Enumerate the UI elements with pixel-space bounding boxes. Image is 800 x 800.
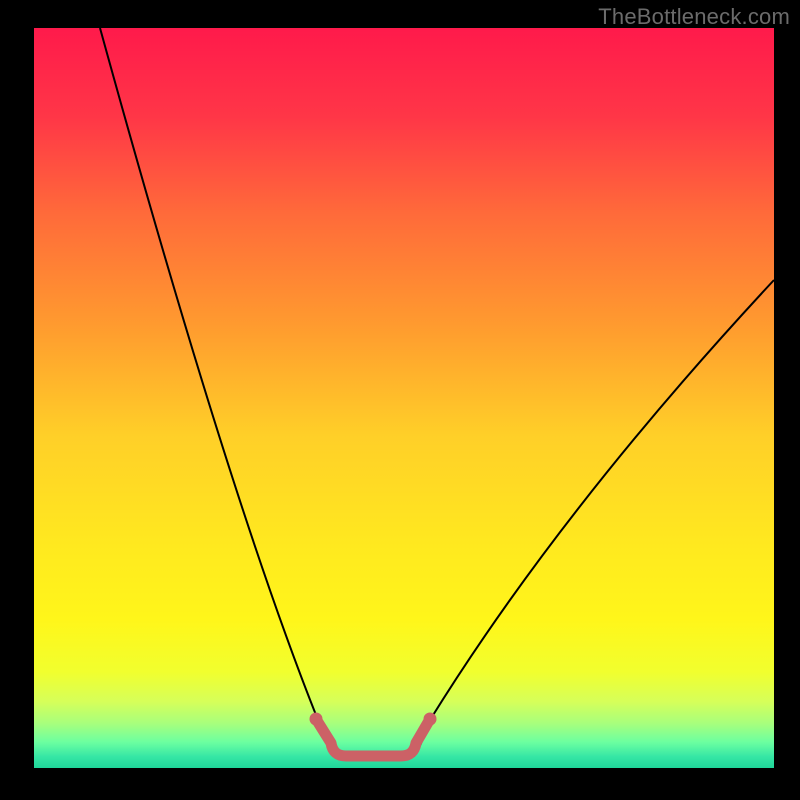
watermark-text: TheBottleneck.com: [598, 4, 790, 30]
sweet-spot-right-dot: [424, 713, 437, 726]
bottleneck-chart: [0, 0, 800, 800]
gradient-plot-area: [34, 28, 774, 768]
sweet-spot-left-dot: [310, 713, 323, 726]
chart-stage: TheBottleneck.com: [0, 0, 800, 800]
